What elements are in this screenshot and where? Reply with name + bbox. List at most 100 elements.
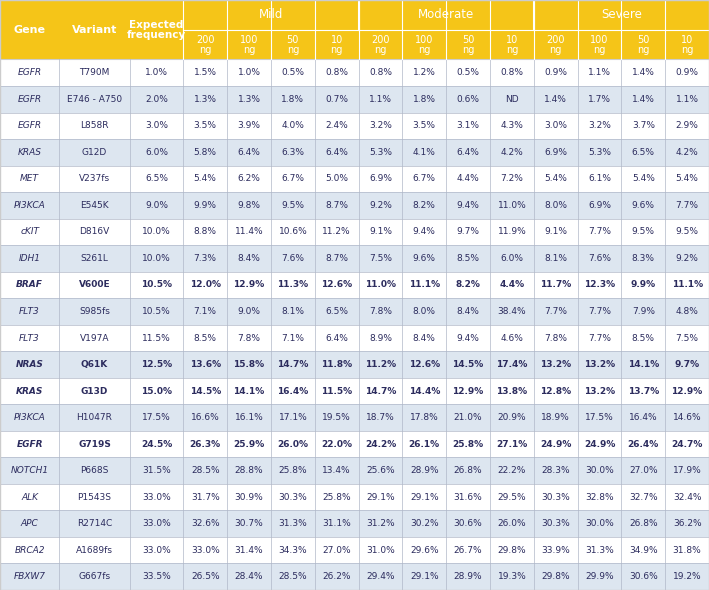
Bar (0, 298, 59, 324)
Bar (315, 30, 359, 60)
Text: 10.6%: 10.6% (279, 227, 307, 237)
Text: D816V: D816V (79, 227, 110, 237)
Text: 11.2%: 11.2% (365, 360, 396, 369)
Text: G13D: G13D (81, 386, 108, 395)
Text: 10
ng: 10 ng (681, 35, 693, 55)
Text: 6.9%: 6.9% (545, 148, 567, 157)
Bar (446, 457, 490, 484)
Bar (402, 298, 446, 324)
Bar (665, 166, 709, 192)
Text: EGFR: EGFR (16, 440, 43, 448)
Bar (490, 30, 534, 60)
Bar (227, 457, 271, 484)
Text: EGFR: EGFR (18, 95, 42, 104)
Text: 6.7%: 6.7% (281, 175, 304, 183)
Text: 6.9%: 6.9% (369, 175, 392, 183)
Bar (227, 113, 271, 139)
Text: 8.7%: 8.7% (325, 201, 348, 210)
Text: 29.9%: 29.9% (585, 572, 614, 581)
Text: 50
ng: 50 ng (286, 35, 299, 55)
Bar (446, 166, 490, 192)
Text: 26.3%: 26.3% (189, 440, 220, 448)
Bar (402, 457, 446, 484)
Text: BRCA2: BRCA2 (14, 546, 45, 555)
Text: 6.3%: 6.3% (281, 148, 304, 157)
Text: 24.9%: 24.9% (584, 440, 615, 448)
Bar (665, 351, 709, 378)
Bar (184, 537, 227, 563)
Text: 12.9%: 12.9% (452, 386, 484, 395)
Text: 17.9%: 17.9% (673, 466, 701, 475)
Text: 6.1%: 6.1% (588, 175, 611, 183)
Text: 30.3%: 30.3% (541, 519, 570, 528)
Bar (578, 245, 621, 272)
Bar (578, 324, 621, 351)
Text: 0.9%: 0.9% (545, 68, 567, 77)
Bar (665, 404, 709, 431)
Text: P668S: P668S (80, 466, 108, 475)
Text: 30.2%: 30.2% (410, 519, 439, 528)
Text: 6.0%: 6.0% (145, 148, 168, 157)
Bar (402, 139, 446, 166)
Text: 30.0%: 30.0% (585, 466, 614, 475)
Text: 29.4%: 29.4% (366, 572, 395, 581)
Text: 4.8%: 4.8% (676, 307, 698, 316)
Bar (534, 272, 578, 298)
Bar (315, 378, 359, 404)
Bar (184, 484, 227, 510)
Text: 1.5%: 1.5% (194, 68, 217, 77)
Text: G667fs: G667fs (79, 572, 111, 581)
Bar (359, 351, 402, 378)
Bar (271, 60, 315, 86)
Bar (665, 324, 709, 351)
Bar (0, 272, 59, 298)
Bar (621, 30, 665, 60)
Bar (578, 351, 621, 378)
Text: 3.1%: 3.1% (457, 122, 479, 130)
Bar (227, 537, 271, 563)
Text: 9.5%: 9.5% (676, 227, 698, 237)
Text: 25.9%: 25.9% (233, 440, 264, 448)
Bar (184, 563, 227, 590)
Bar (0, 563, 59, 590)
Text: 18.7%: 18.7% (366, 413, 395, 422)
Bar (402, 219, 446, 245)
Text: 200
ng: 200 ng (196, 35, 214, 55)
Bar (446, 298, 490, 324)
Text: 11.2%: 11.2% (323, 227, 351, 237)
Text: 28.9%: 28.9% (454, 572, 482, 581)
Bar (402, 404, 446, 431)
Text: 26.4%: 26.4% (627, 440, 659, 448)
Text: 9.7%: 9.7% (674, 360, 700, 369)
Text: 8.3%: 8.3% (632, 254, 655, 263)
Bar (0, 457, 59, 484)
Text: 11.5%: 11.5% (321, 386, 352, 395)
Text: 19.5%: 19.5% (323, 413, 351, 422)
Text: P1543S: P1543S (77, 493, 111, 502)
Text: 1.1%: 1.1% (588, 68, 611, 77)
Bar (534, 219, 578, 245)
Text: 9.9%: 9.9% (631, 280, 656, 290)
Text: 24.7%: 24.7% (671, 440, 703, 448)
Bar (184, 192, 227, 219)
Bar (227, 510, 271, 537)
Bar (184, 404, 227, 431)
Bar (534, 30, 578, 60)
Bar (446, 113, 490, 139)
Bar (184, 219, 227, 245)
Bar (665, 431, 709, 457)
Text: 13.2%: 13.2% (584, 360, 615, 369)
Bar (402, 245, 446, 272)
Bar (184, 510, 227, 537)
Bar (402, 166, 446, 192)
Text: KRAS: KRAS (18, 148, 42, 157)
Bar (621, 510, 665, 537)
Text: Variant: Variant (72, 25, 117, 35)
Bar (446, 192, 490, 219)
Bar (184, 457, 227, 484)
Bar (534, 86, 578, 113)
Bar (621, 272, 665, 298)
Text: 36.2%: 36.2% (673, 519, 701, 528)
Bar (59, 404, 130, 431)
Text: 38.4%: 38.4% (498, 307, 526, 316)
